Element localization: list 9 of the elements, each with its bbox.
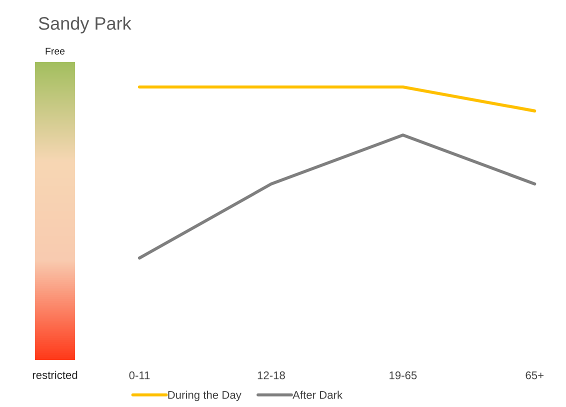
x-tick-label: 19-65 (390, 371, 417, 380)
text: Free (46, 48, 65, 55)
text: restricted (32, 370, 78, 379)
x-tick-label: 12-18 (258, 371, 285, 380)
chart-title: Sandy Park (38, 16, 132, 34)
x-tick-label: 65+ (526, 371, 544, 380)
legend-label: After Dark (292, 390, 343, 399)
x-tick-label: 0-11 (129, 371, 150, 380)
legend-label: During the Day (168, 390, 242, 402)
